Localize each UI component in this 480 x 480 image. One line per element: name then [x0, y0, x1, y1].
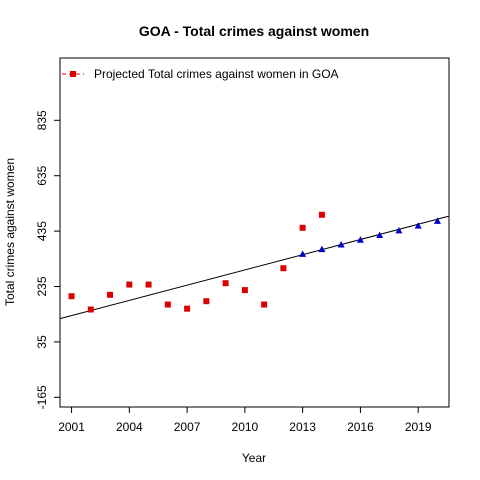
- data-point-square: [87, 306, 94, 313]
- data-point-square: [280, 265, 287, 272]
- data-point-triangle: [356, 236, 364, 243]
- x-tick-label: 2010: [232, 420, 259, 434]
- data-point-square: [164, 301, 171, 308]
- data-point-square: [145, 281, 152, 288]
- data-point-square: [126, 281, 133, 288]
- y-axis: -165 35 235 435 635 835: [35, 110, 60, 409]
- x-tick-label: 2016: [347, 420, 374, 434]
- chart-title: GOA - Total crimes against women: [139, 23, 369, 39]
- data-point-square: [184, 305, 191, 312]
- data-point-triangle: [395, 226, 403, 234]
- legend-entry: Projected Total crimes against women in …: [94, 67, 339, 81]
- y-tick-label: 435: [35, 221, 49, 241]
- data-point-square: [299, 224, 306, 231]
- x-tick-label: 2019: [405, 420, 432, 434]
- data-point-triangle: [337, 240, 345, 248]
- legend-marker: [70, 71, 76, 77]
- data-point-triangle: [414, 222, 422, 229]
- y-tick-label: 35: [35, 335, 49, 349]
- x-tick-label: 2007: [174, 420, 201, 434]
- trend-line: [59, 215, 450, 320]
- x-tick-label: 2001: [58, 420, 85, 434]
- x-axis: 2001 2004 2007 2010 2013 2016 2019: [58, 407, 432, 434]
- data-point-triangle: [376, 231, 384, 239]
- x-tick-label: 2004: [116, 420, 143, 434]
- data-points: [68, 211, 441, 313]
- y-axis-label: Total crimes against women: [3, 158, 17, 306]
- y-tick-label: 635: [35, 165, 49, 185]
- legend: Projected Total crimes against women in …: [62, 67, 339, 81]
- data-point-square: [241, 287, 248, 294]
- plot-area: [59, 57, 450, 408]
- x-axis-label: Year: [242, 451, 266, 465]
- data-point-square: [222, 280, 229, 287]
- data-point-triangle: [318, 245, 326, 253]
- data-point-square: [107, 291, 114, 298]
- y-tick-label: -165: [35, 385, 49, 409]
- data-point-square: [261, 301, 268, 308]
- data-point-square: [203, 298, 210, 305]
- y-tick-label: 835: [35, 110, 49, 130]
- data-point-triangle: [299, 250, 307, 257]
- x-tick-label: 2013: [289, 420, 316, 434]
- y-tick-label: 235: [35, 276, 49, 296]
- data-point-square: [318, 211, 325, 218]
- trend-line-group: [59, 215, 450, 320]
- data-point-triangle: [433, 217, 441, 224]
- data-point-square: [68, 293, 75, 300]
